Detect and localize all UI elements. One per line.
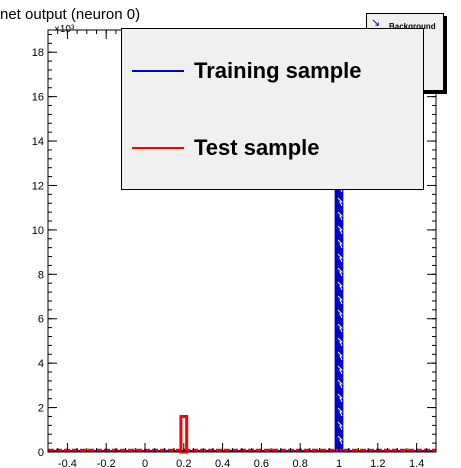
y-tick-label: 4: [38, 358, 44, 370]
x-tick-label: 0.4: [215, 458, 230, 468]
y-tick-label: 18: [32, 47, 44, 59]
x-tick-label: 0.2: [176, 458, 191, 468]
legend-box: Training sample Test sample: [121, 28, 424, 190]
x-tick-label: 0.8: [293, 458, 308, 468]
y-tick-label: 2: [38, 403, 44, 415]
y-tick-label: 12: [32, 180, 44, 192]
y-tick-label: 14: [32, 136, 44, 148]
y-axis-exponent: ×10³: [54, 24, 75, 35]
legend-entry-test: Test sample: [132, 133, 320, 163]
x-tick-label: 0.6: [254, 458, 269, 468]
legend-label-training: Training sample: [194, 58, 362, 83]
background-legend-label: Background: [389, 22, 436, 31]
signal-background-icon: ↘: [371, 17, 381, 29]
y-tick-label: 8: [38, 269, 44, 281]
legend-line-training: [132, 70, 184, 72]
y-tick-label: 0: [38, 447, 44, 459]
y-tick-label: 10: [32, 225, 44, 237]
x-tick-label: 1.4: [409, 458, 424, 468]
y-tick-label: 16: [32, 92, 44, 104]
legend-entry-training: Training sample: [132, 56, 362, 86]
x-tick-label: 1: [336, 458, 342, 468]
x-tick-label: 1.2: [370, 458, 385, 468]
legend-line-test: [132, 147, 184, 149]
x-tick-label: 0: [142, 458, 148, 468]
legend-label-test: Test sample: [194, 135, 320, 160]
x-tick-label: -0.4: [58, 458, 77, 468]
x-tick-label: -0.2: [97, 458, 116, 468]
chart-title: net output (neuron 0): [0, 6, 141, 23]
y-tick-label: 6: [38, 314, 44, 326]
